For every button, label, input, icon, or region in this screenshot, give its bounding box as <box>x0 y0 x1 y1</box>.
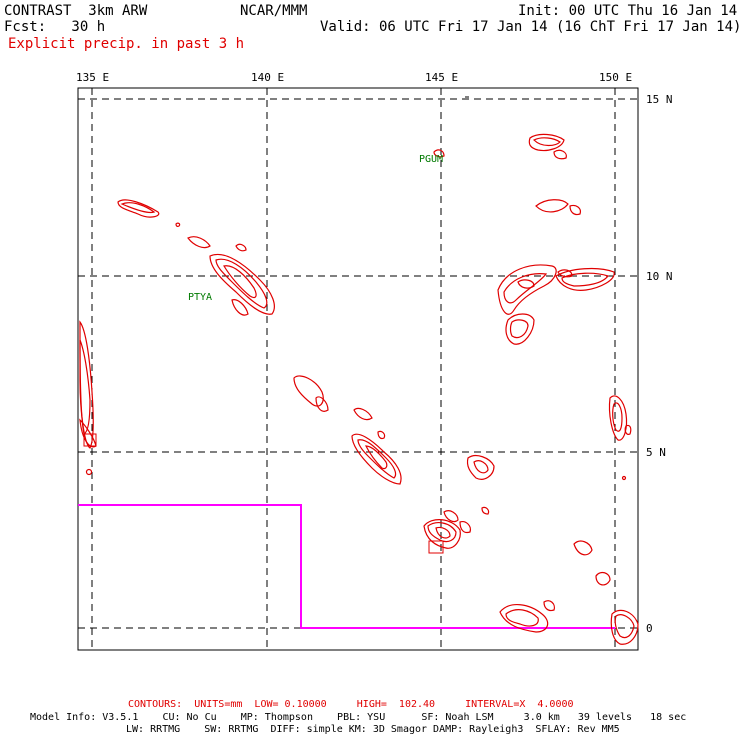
precip-contours <box>79 133 639 645</box>
lat-label-15n: 15 N <box>646 93 673 106</box>
field-title: Explicit precip. in past 3 h <box>8 36 245 52</box>
init-time: Init: 00 UTC Thu 16 Jan 14 <box>518 3 738 19</box>
station-label-ptya: PTYA <box>188 292 212 303</box>
model-info-line1: Model Info: V3.5.1 CU: No Cu MP: Thompso… <box>30 712 687 723</box>
lon-label-140e: 140 E <box>251 71 284 84</box>
center-label: NCAR/MMM <box>240 3 308 19</box>
map-frame <box>77 87 639 651</box>
station-label-pgum: PGUM <box>419 154 443 165</box>
lon-label-150e: 150 E <box>599 71 632 84</box>
lat-label-5n: 5 N <box>646 446 666 459</box>
lat-label-0: 0 <box>646 622 653 635</box>
station-box-2 <box>428 540 444 554</box>
nested-domain-boundary <box>78 504 615 629</box>
lon-label-145e: 145 E <box>425 71 458 84</box>
model-info-line2: LW: RRTMG SW: RRTMG DIFF: simple KM: 3D … <box>126 724 620 735</box>
forecast-hour: Fcst: 30 h <box>4 19 106 35</box>
contour-info: CONTOURS: UNITS=mm LOW= 0.10000 HIGH= 10… <box>128 699 574 710</box>
valid-time: Valid: 06 UTC Fri 17 Jan 14 (16 ChT Fri … <box>320 19 740 35</box>
lon-label-135e: 135 E <box>76 71 109 84</box>
plot-title: CONTRAST 3km ARW <box>4 3 148 19</box>
lat-label-10n: 10 N <box>646 270 673 283</box>
station-box-1 <box>83 433 97 447</box>
